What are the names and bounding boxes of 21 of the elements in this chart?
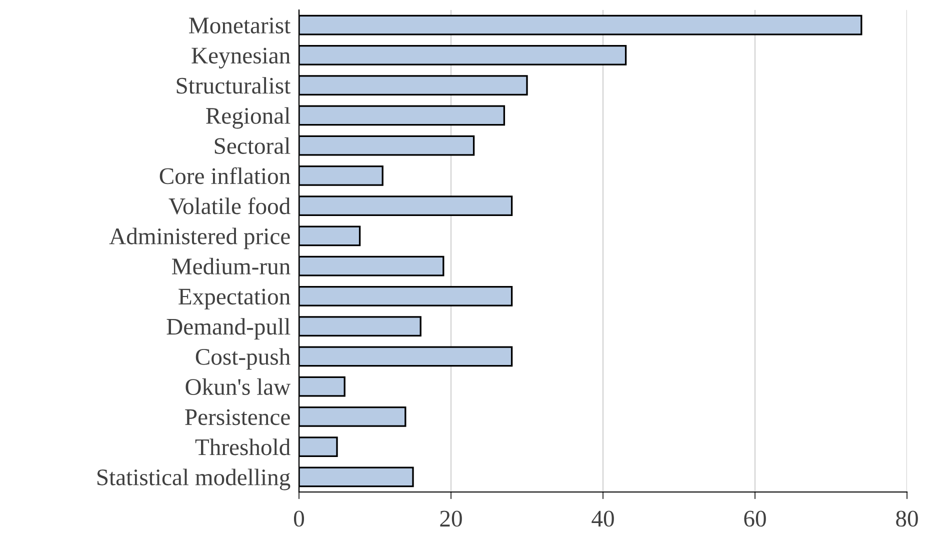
y-tick-label: Medium-run (172, 258, 290, 274)
y-tick-label: Keynesian (192, 48, 290, 68)
x-tick-label: 60 (744, 510, 766, 527)
y-tick-label: Persistence (185, 409, 290, 426)
y-tick-label: Expectation (178, 288, 290, 310)
x-tick-label: 20 (440, 510, 462, 527)
x-tick-label: 0 (294, 510, 304, 527)
x-tick-label: 40 (592, 510, 614, 527)
y-tick-label: Monetarist (189, 18, 291, 34)
x-tick-label: 80 (896, 510, 918, 527)
y-tick-label: Structuralist (176, 77, 291, 94)
y-tick-label: Threshold (195, 438, 290, 456)
y-tick-label: Statistical modelling (97, 468, 290, 490)
y-tick-label: Cost-push (196, 348, 290, 370)
y-tick-label: Core inflation (160, 167, 290, 184)
y-tick-label: Demand-pull (166, 318, 290, 340)
y-tick-label: Okun's law (186, 378, 291, 395)
y-tick-label: Regional (206, 107, 290, 129)
y-tick-label: Volatile food (168, 197, 290, 214)
y-tick-label: Sectoral (214, 137, 290, 154)
y-tick-label: Administered price (109, 228, 290, 250)
